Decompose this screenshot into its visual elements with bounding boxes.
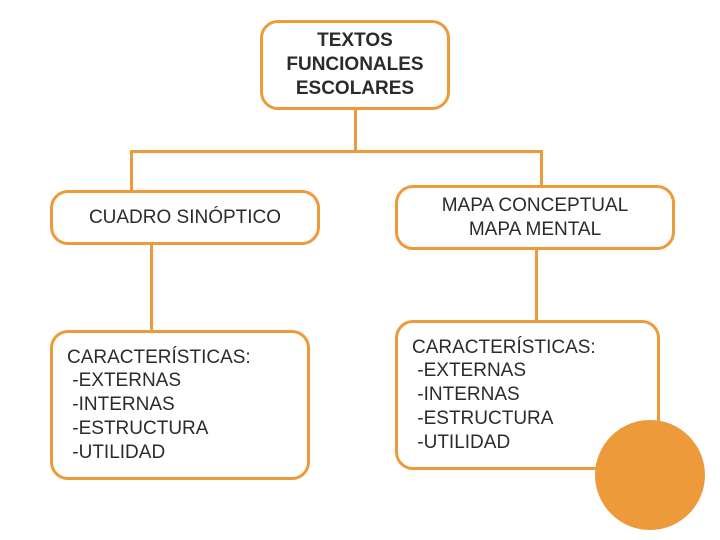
connector bbox=[130, 150, 133, 190]
connector bbox=[150, 245, 153, 330]
connector bbox=[535, 250, 538, 320]
connector bbox=[130, 150, 540, 153]
connector bbox=[540, 150, 543, 185]
branch-label-1: MAPA CONCEPTUALMAPA MENTAL bbox=[428, 186, 643, 250]
decor-circle bbox=[595, 420, 705, 530]
branch-node-1: MAPA CONCEPTUALMAPA MENTAL bbox=[395, 185, 675, 250]
branch-label-0: CUADRO SINÓPTICO bbox=[75, 198, 295, 238]
connector bbox=[354, 110, 357, 150]
root-node: TEXTOSFUNCIONALESESCOLARES bbox=[260, 20, 450, 110]
leaf-text-0: CARACTERÍSTICAS: -EXTERNAS -INTERNAS -ES… bbox=[53, 338, 265, 473]
leaf-text-1: CARACTERÍSTICAS: -EXTERNAS -INTERNAS -ES… bbox=[398, 328, 610, 463]
branch-node-0: CUADRO SINÓPTICO bbox=[50, 190, 320, 245]
root-text: TEXTOSFUNCIONALESESCOLARES bbox=[272, 21, 437, 108]
leaf-node-0: CARACTERÍSTICAS: -EXTERNAS -INTERNAS -ES… bbox=[50, 330, 310, 480]
